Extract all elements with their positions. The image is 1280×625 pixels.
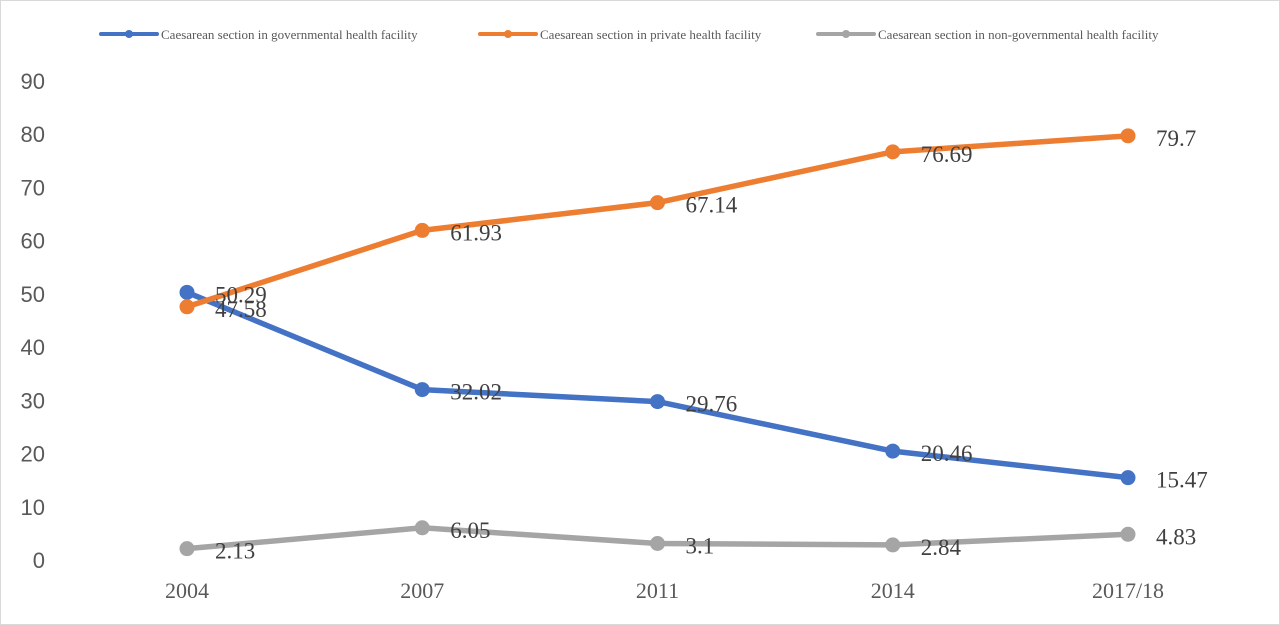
y-tick-label: 20 xyxy=(21,442,45,467)
series-1 xyxy=(179,128,1136,315)
series-0 xyxy=(179,284,1136,486)
data-label: 3.1 xyxy=(686,534,715,559)
series-line xyxy=(184,289,1131,481)
data-label: 47.58 xyxy=(215,297,267,322)
y-axis: 0 10 20 30 40 50 60 70 80 90 xyxy=(21,69,45,573)
x-tick-label: 2007 xyxy=(400,578,444,603)
x-tick-label: 2017/18 xyxy=(1092,578,1164,603)
data-point xyxy=(179,541,195,557)
data-label: 2.84 xyxy=(921,535,962,560)
x-tick-label: 2011 xyxy=(636,578,679,603)
data-point xyxy=(179,299,195,315)
data-label: 20.46 xyxy=(921,441,973,466)
data-label: 61.93 xyxy=(450,220,502,245)
x-tick-label: 2004 xyxy=(165,578,209,603)
data-label: 4.83 xyxy=(1156,524,1196,549)
legend-item: Caesarean section in private health faci… xyxy=(478,27,762,42)
data-point xyxy=(1120,470,1136,486)
y-tick-label: 30 xyxy=(21,388,45,413)
data-point xyxy=(1120,128,1136,144)
y-tick-label: 10 xyxy=(21,495,45,520)
data-label: 2.13 xyxy=(215,539,255,564)
data-label: 76.69 xyxy=(921,142,973,167)
data-labels: 50.29 32.02 29.76 20.46 15.47 47.58 61.93 67.14… xyxy=(215,126,1208,564)
y-tick-label: 40 xyxy=(21,335,45,360)
data-label: 15.47 xyxy=(1156,468,1208,493)
legend-item: Caesarean section in non-governmental he… xyxy=(816,27,1159,42)
data-point xyxy=(1120,526,1136,542)
data-point xyxy=(179,284,195,300)
data-point xyxy=(885,144,901,160)
series-2 xyxy=(179,520,1136,557)
legend-marker xyxy=(842,30,850,38)
legend-marker xyxy=(125,30,133,38)
data-point xyxy=(885,443,901,459)
legend-marker xyxy=(504,30,512,38)
series-layer xyxy=(179,128,1136,557)
y-tick-label: 50 xyxy=(21,282,45,307)
data-label: 29.76 xyxy=(686,392,738,417)
y-tick-label: 80 xyxy=(21,122,45,147)
legend-label: Caesarean section in governmental health… xyxy=(161,27,418,42)
data-point xyxy=(885,537,901,553)
data-label: 32.02 xyxy=(450,380,502,405)
data-label: 50.29 xyxy=(215,282,267,307)
data-point xyxy=(650,536,665,552)
data-label: 79.7 xyxy=(1156,126,1196,151)
legend: Caesarean section in governmental health… xyxy=(99,27,1159,42)
data-label: 6.05 xyxy=(450,518,490,543)
y-tick-label: 0 xyxy=(33,548,45,573)
data-point xyxy=(414,520,430,536)
y-tick-label: 90 xyxy=(21,69,45,94)
y-tick-label: 60 xyxy=(21,229,45,254)
data-point xyxy=(414,222,430,238)
y-tick-label: 70 xyxy=(21,175,45,200)
legend-label: Caesarean section in private health faci… xyxy=(540,27,762,42)
data-point xyxy=(414,382,430,398)
data-label: 67.14 xyxy=(686,193,738,218)
data-point xyxy=(650,195,665,211)
x-tick-label: 2014 xyxy=(871,578,915,603)
legend-item: Caesarean section in governmental health… xyxy=(99,27,418,42)
x-axis: 2004 2007 2011 2014 2017/18 xyxy=(165,578,1164,603)
legend-label: Caesarean section in non-governmental he… xyxy=(878,27,1159,42)
data-point xyxy=(650,394,665,410)
series-line xyxy=(184,133,1131,310)
